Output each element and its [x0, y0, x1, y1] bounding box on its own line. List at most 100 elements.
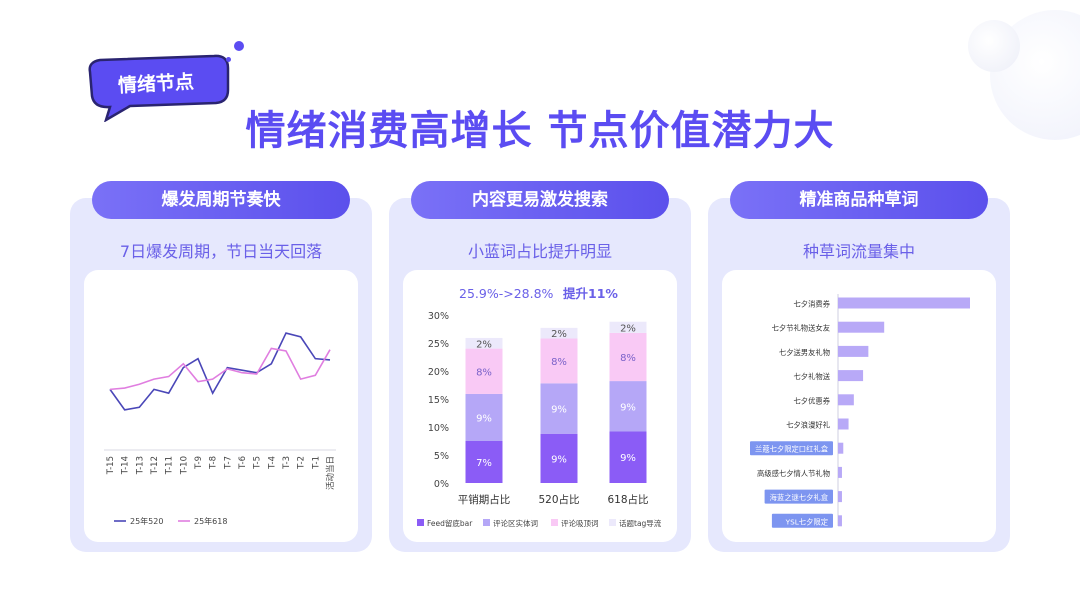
legend-label: 评论吸顶词	[561, 518, 599, 528]
stack-segment	[609, 431, 647, 483]
chart-title: 25.9%->28.8%	[459, 286, 554, 301]
chart-annotation: 提升11%	[563, 286, 618, 301]
x-tick-label: T-10	[179, 456, 189, 475]
x-tick-label: 活动当日	[325, 456, 336, 490]
stack-segment	[465, 441, 503, 483]
category-label: 兰蔻七夕限定口红礼盒	[755, 445, 829, 454]
category-label: 海蓝之谜七夕礼盒	[770, 493, 829, 502]
legend-swatch	[609, 519, 616, 526]
x-tick-label: T-1	[311, 456, 321, 470]
panel-heading-burst: 爆发周期节奏快	[92, 181, 350, 219]
stack-segment	[540, 433, 578, 483]
legend-label: Feed留底bar	[427, 518, 473, 528]
x-tick-label: T-12	[150, 456, 160, 475]
x-category-label: 520占比	[538, 493, 579, 506]
badge-text: 情绪节点	[117, 70, 194, 97]
panel-subtitle-keywords: 种草词流量集中	[802, 242, 915, 261]
label-highlight	[750, 441, 833, 456]
stack-segment	[609, 332, 647, 382]
stack-segment	[465, 393, 503, 441]
panel-subtitle-burst: 7日爆发周期，节日当天回落	[119, 242, 323, 261]
hbar	[838, 370, 864, 382]
segment-label: 7%	[476, 458, 492, 469]
card-line-chart: T-15 T-14 T-13 T-12 T-11 T-10 T-9 T-8 T-7 T-6 T-5 T…	[84, 270, 358, 542]
segment-label: 2%	[476, 339, 492, 350]
stack-segment	[465, 337, 503, 349]
category-label: 高级感七夕情人节礼物	[757, 469, 830, 478]
badge-bubble: 情绪节点	[88, 54, 230, 122]
decor-dot-2	[226, 57, 231, 62]
hbar	[838, 345, 869, 357]
card-hbar-chart: 七夕消费券七夕节礼物送女友七夕送男友礼物七夕礼物送七夕优惠券七夕浪漫好礼兰蔻七夕…	[722, 270, 996, 542]
hbar	[838, 418, 849, 430]
category-label: 七夕浪漫好礼	[786, 421, 830, 430]
series-line-618	[109, 347, 331, 391]
segment-label: 8%	[551, 357, 567, 368]
hbar	[838, 491, 842, 503]
y-tick-label: 20%	[428, 367, 449, 378]
category-label: 七夕礼物送	[794, 372, 831, 381]
x-category-label: 平销期占比	[458, 493, 511, 506]
x-tick-label: T-7	[223, 456, 233, 470]
legend-label: 评论区实体词	[493, 518, 538, 528]
x-tick-label: T-9	[194, 456, 204, 470]
hbar	[838, 466, 842, 478]
card-stacked-chart: 25.9%->28.8% 提升11% 0% 5% 10% 15% 20% 25% 30% 7% 9%…	[403, 270, 677, 542]
x-tick-label: T-15	[106, 456, 116, 475]
stack-segment	[609, 381, 647, 432]
legend-swatch	[551, 519, 558, 526]
category-label: 七夕节礼物送女友	[772, 324, 830, 333]
category-label: 七夕消费券	[794, 300, 831, 309]
segment-label: 9%	[476, 413, 492, 424]
segment-label: 9%	[551, 405, 567, 416]
legend-swatch	[417, 519, 424, 526]
x-tick-label: T-14	[121, 456, 131, 475]
label-highlight	[764, 489, 833, 504]
stacked-bar-chart: 25.9%->28.8% 提升11% 0% 5% 10% 15% 20% 25% 30% 7% 9%…	[417, 286, 662, 528]
decor-dot-1	[234, 41, 244, 51]
y-tick-label: 5%	[434, 451, 449, 462]
x-tick-label: T-11	[165, 456, 175, 475]
stack-segment	[540, 327, 578, 339]
line-chart: T-15 T-14 T-13 T-12 T-11 T-10 T-9 T-8 T-7 T-6 T-5 T…	[104, 332, 336, 526]
legend-label: 话题tag导流	[619, 518, 662, 528]
segment-label: 8%	[476, 367, 492, 378]
x-tick-label: T-13	[135, 456, 145, 475]
category-label: 七夕送男友礼物	[779, 348, 830, 357]
y-tick-label: 10%	[428, 423, 449, 434]
category-label: 七夕优惠券	[794, 396, 831, 405]
series-line-520	[109, 332, 331, 411]
x-tick-label: T-5	[253, 456, 263, 470]
stack-segment	[465, 348, 503, 394]
category-label: YSL七夕限定	[785, 517, 828, 526]
panel-heading-keywords: 精准商品种草词	[730, 181, 988, 219]
legend-label: 25年520	[130, 516, 163, 526]
legend-label: 25年618	[194, 516, 227, 526]
horizontal-bar-chart: 七夕消费券七夕节礼物送女友七夕送男友礼物七夕礼物送七夕优惠券七夕浪漫好礼兰蔻七夕…	[750, 294, 970, 528]
y-tick-label: 0%	[434, 479, 449, 490]
hbar	[838, 321, 885, 333]
hbar	[838, 394, 854, 406]
legend-swatch	[483, 519, 490, 526]
segment-label: 9%	[620, 402, 636, 413]
x-tick-label: T-4	[267, 456, 277, 470]
x-tick-label: T-8	[209, 456, 219, 470]
x-tick-label: T-3	[282, 456, 292, 470]
x-tick-label: T-2	[297, 456, 307, 470]
stack-segment	[540, 338, 578, 384]
decor-circle-small	[968, 20, 1020, 72]
segment-label: 9%	[551, 454, 567, 465]
segment-label: 8%	[620, 353, 636, 364]
y-tick-label: 15%	[428, 395, 449, 406]
panel-heading-search: 内容更易激发搜索	[411, 181, 669, 219]
y-tick-label: 25%	[428, 339, 449, 350]
segment-label: 2%	[620, 323, 636, 334]
hbar	[838, 297, 970, 309]
page-title: 情绪消费高增长 节点价值潜力大	[245, 108, 835, 154]
label-highlight	[771, 513, 833, 528]
x-tick-label: T-6	[238, 456, 248, 470]
x-category-label: 618占比	[607, 493, 648, 506]
hbar	[838, 515, 842, 527]
segment-label: 9%	[620, 453, 636, 464]
y-tick-label: 30%	[428, 311, 449, 322]
